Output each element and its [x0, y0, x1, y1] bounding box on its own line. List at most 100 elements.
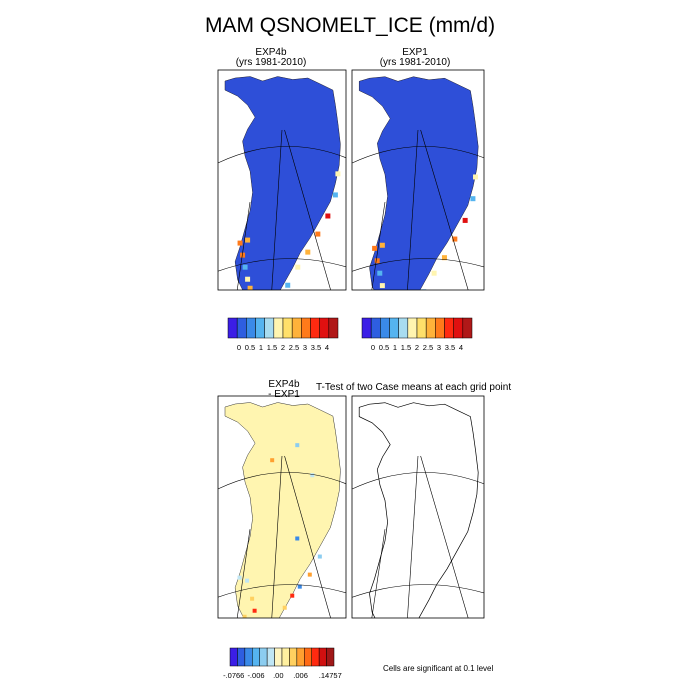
colorbar-top-right-box [370, 317, 381, 339]
colorbar-top-right-tick-label: 2.5 [423, 343, 433, 352]
panel4-meridian-center [407, 455, 419, 618]
colorbar-top-right-box [380, 317, 390, 339]
colorbar-difference-box [289, 647, 298, 667]
panel4-meridian-right [420, 455, 469, 618]
panel3-graticule [218, 455, 346, 618]
colorbar-difference-box [311, 647, 320, 667]
colorbar-top-box [246, 317, 256, 339]
colorbar-top: 0 0.5 1 1.5 2 2.5 3 3.5 4 [227, 317, 339, 352]
panel2-coastal-cell [473, 174, 479, 180]
panel3-latitude-lower [218, 584, 346, 598]
panel3-difference-cell [242, 614, 247, 618]
panel2-meridian-right [420, 129, 469, 290]
colorbar-top-right-box [398, 317, 409, 339]
panel3-title: EXP4b - EXP1 [246, 380, 322, 400]
panel3-difference-cell [245, 578, 250, 583]
colorbar-top-box [264, 317, 275, 339]
panel3-difference-cell [252, 608, 257, 613]
colorbar-top-right-tick-label: 4 [459, 343, 463, 352]
panel1-coastal-cell [253, 295, 258, 300]
panel1-coastal-cell [285, 282, 291, 288]
colorbar-difference-tick-label: .006 [293, 671, 308, 680]
colorbar-top-right-box [462, 317, 473, 339]
colorbar-top-tick-label: 2.5 [289, 343, 299, 352]
panel4-title: T-Test of two Case means at each grid po… [316, 382, 512, 393]
panel1-coastal-cell [270, 313, 275, 318]
panel2-graticule [352, 129, 484, 290]
colorbar-top-right-tick-label: 0.5 [379, 343, 389, 352]
panel3-latitude-upper [218, 472, 346, 490]
colorbar-top-right-box [444, 317, 454, 339]
panel3-difference-cell [310, 473, 315, 478]
panel2-coastal-cell [441, 255, 447, 261]
panel2-title-line1: EXP1 [402, 47, 428, 58]
colorbar-difference-box [237, 647, 246, 667]
colorbar-difference-box [318, 647, 327, 667]
panel3-difference-cell [250, 596, 255, 601]
panel1 [217, 69, 347, 318]
colorbar-top-box [328, 317, 339, 339]
colorbar-difference-box [281, 647, 290, 667]
panel3-difference-cell [275, 624, 279, 628]
panel3-difference-cell [290, 593, 295, 598]
panel1-coastal-cell [242, 264, 248, 270]
colorbar-top-right-box [407, 317, 418, 339]
panel1-coastal-cell [250, 298, 255, 303]
significance-note: Cells are significant at 0.1 level [383, 664, 494, 673]
colorbar-top-right-box [389, 317, 399, 339]
colorbar-difference-box [274, 647, 283, 667]
panel4-field [358, 402, 479, 618]
colorbar-top-tick-label: 3.5 [311, 343, 321, 352]
panel1-coastal-cell [245, 237, 251, 243]
panel3-difference-cell [295, 536, 300, 541]
panel1-latitude-upper [218, 146, 346, 164]
panel1-meridian-center [271, 129, 283, 290]
panel4-frame [351, 395, 485, 619]
panel2 [351, 69, 485, 310]
colorbar-top-right-tick-label: 0 [371, 343, 375, 352]
colorbar-top-box [255, 317, 265, 339]
colorbar-top-tick-label: 3 [303, 343, 307, 352]
panel1-coastal-cell [335, 171, 341, 177]
panel2-coastal-cell [470, 196, 476, 202]
panel3-difference-cell [297, 584, 302, 589]
colorbar-difference-box [326, 647, 335, 667]
panel3-difference-cell [263, 639, 267, 643]
panel3-difference-cell [307, 572, 312, 577]
panel3-title-line1: EXP4b [268, 379, 300, 390]
colorbar-top-right-tick-label: 1 [393, 343, 397, 352]
panel4-latitude-upper [352, 472, 484, 490]
panel3-frame [217, 395, 347, 619]
panel1-graticule [218, 129, 346, 290]
panel4 [351, 395, 485, 619]
panel4-meridian-left [371, 529, 386, 618]
colorbar-top-box [310, 317, 320, 339]
panel2-latitude-lower [352, 258, 484, 272]
panel2-coastal-cell [385, 305, 390, 310]
colorbar-top-tick-label: 2 [281, 343, 285, 352]
panel1-coastal-cell [247, 285, 253, 290]
colorbar-difference-box [244, 647, 253, 667]
panel1-coastal-cell [305, 249, 311, 255]
panel1-coastal-cell [295, 264, 301, 270]
colorbar-difference-tick-label: -.0766 [223, 671, 244, 680]
colorbar-top-right-tick-label: 2 [415, 343, 419, 352]
panel2-ice-sheet [358, 76, 479, 290]
panel1-meridian-right [284, 129, 331, 290]
panel3-meridian-right [284, 455, 331, 618]
colorbar-top-right-box [435, 317, 445, 339]
colorbar-difference-box [304, 647, 312, 667]
colorbar-top-right-box [425, 317, 436, 339]
colorbar-top-box [273, 317, 284, 339]
panel1-latitude-lower [218, 258, 346, 272]
colorbar-difference-tick-label: .14757 [319, 671, 342, 680]
panel2-coastal-cell [377, 270, 383, 276]
panel2-coastal-cell [379, 242, 385, 248]
colorbar-top-right-tick-label: 3 [437, 343, 441, 352]
panel3-field [224, 402, 341, 643]
colorbar-difference: -.0766 -.006 .00 .006 .14757 [223, 647, 342, 680]
colorbar-difference-box [252, 647, 260, 667]
panel1-title-line2: (yrs 1981-2010) [235, 57, 307, 68]
colorbar-difference-box [259, 647, 268, 667]
panel2-latitude-upper [352, 146, 484, 164]
